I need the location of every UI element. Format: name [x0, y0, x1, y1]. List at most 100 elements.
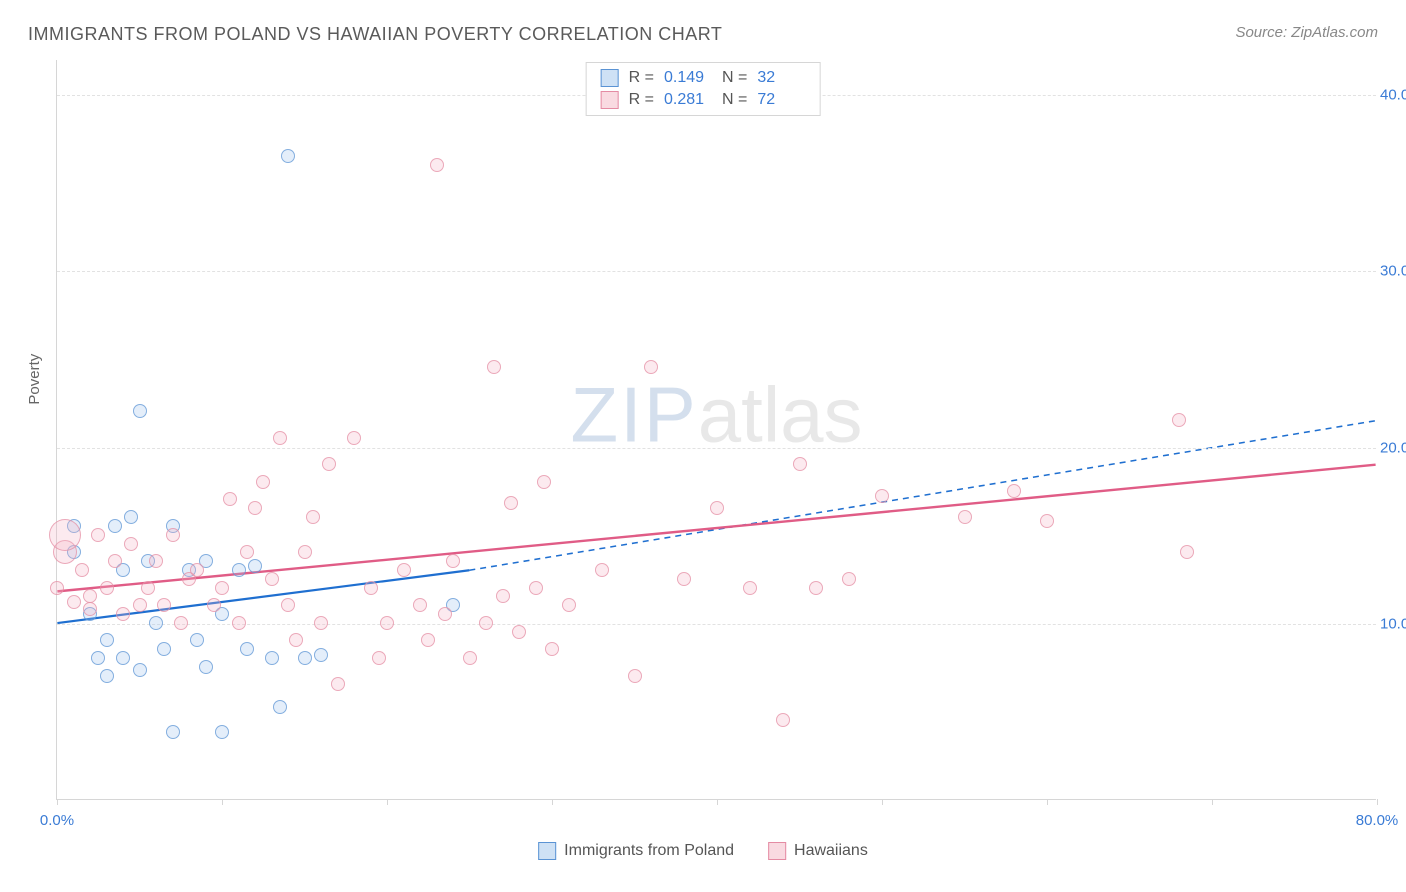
watermark-light: atlas: [698, 370, 863, 458]
r-value-poland: 0.149: [664, 69, 712, 87]
y-axis-title: Poverty: [26, 354, 43, 405]
x-tick: [222, 799, 223, 805]
swatch-hawaiians: [768, 842, 786, 860]
stats-row-poland: R =0.149N =32: [587, 67, 820, 89]
gridline: [57, 624, 1376, 625]
data-point-hawaiians: [743, 581, 757, 595]
r-label: R =: [629, 69, 654, 87]
legend-label-hawaiians: Hawaiians: [794, 842, 868, 860]
swatch-poland: [601, 69, 619, 87]
data-point-hawaiians: [314, 616, 328, 630]
data-point-hawaiians: [75, 563, 89, 577]
data-point-hawaiians: [166, 528, 180, 542]
data-point-hawaiians: [1040, 514, 1054, 528]
data-point-hawaiians: [232, 616, 246, 630]
data-point-hawaiians: [248, 501, 262, 515]
data-point-hawaiians: [380, 616, 394, 630]
data-point-hawaiians: [108, 554, 122, 568]
data-point-poland: [157, 642, 171, 656]
data-point-hawaiians: [875, 489, 889, 503]
data-point-hawaiians: [644, 360, 658, 374]
y-tick-label: 10.0%: [1380, 615, 1406, 632]
data-point-hawaiians: [595, 563, 609, 577]
data-point-hawaiians: [50, 581, 64, 595]
swatch-hawaiians: [601, 91, 619, 109]
data-point-poland: [265, 651, 279, 665]
data-point-hawaiians: [91, 528, 105, 542]
data-point-hawaiians: [149, 554, 163, 568]
data-point-poland: [248, 559, 262, 573]
source-label: Source: ZipAtlas.com: [1235, 24, 1378, 41]
trend-lines: [57, 60, 1376, 799]
data-point-hawaiians: [479, 616, 493, 630]
y-tick-label: 20.0%: [1380, 439, 1406, 456]
data-point-hawaiians: [529, 581, 543, 595]
x-tick-label: 80.0%: [1356, 812, 1399, 829]
data-point-poland: [91, 651, 105, 665]
x-tick: [552, 799, 553, 805]
data-point-poland: [199, 660, 213, 674]
data-point-hawaiians: [413, 598, 427, 612]
x-tick: [57, 799, 58, 805]
data-point-hawaiians: [430, 158, 444, 172]
data-point-hawaiians: [504, 496, 518, 510]
data-point-poland: [190, 633, 204, 647]
data-point-hawaiians: [958, 510, 972, 524]
data-point-hawaiians: [141, 581, 155, 595]
x-tick: [1377, 799, 1378, 805]
data-point-hawaiians: [562, 598, 576, 612]
data-point-hawaiians: [215, 581, 229, 595]
stats-row-hawaiians: R =0.281N =72: [587, 89, 820, 111]
data-point-hawaiians: [298, 545, 312, 559]
data-point-hawaiians: [223, 492, 237, 506]
data-point-hawaiians: [1180, 545, 1194, 559]
data-point-hawaiians: [256, 475, 270, 489]
data-point-hawaiians: [512, 625, 526, 639]
data-point-hawaiians: [83, 602, 97, 616]
data-point-hawaiians: [397, 563, 411, 577]
data-point-hawaiians: [438, 607, 452, 621]
data-point-poland: [149, 616, 163, 630]
r-value-hawaiians: 0.281: [664, 91, 712, 109]
y-tick-label: 30.0%: [1380, 263, 1406, 280]
data-point-poland: [108, 519, 122, 533]
data-point-hawaiians: [133, 598, 147, 612]
data-point-poland: [215, 725, 229, 739]
data-point-hawaiians: [240, 545, 254, 559]
data-point-hawaiians: [190, 563, 204, 577]
data-point-hawaiians: [364, 581, 378, 595]
data-point-hawaiians: [273, 431, 287, 445]
data-point-hawaiians: [446, 554, 460, 568]
data-point-hawaiians: [809, 581, 823, 595]
data-point-hawaiians: [306, 510, 320, 524]
watermark-bold: ZIP: [570, 370, 697, 458]
trend-line-dash-poland: [469, 421, 1375, 571]
data-point-hawaiians: [174, 616, 188, 630]
y-tick-label: 40.0%: [1380, 87, 1406, 104]
data-point-hawaiians: [67, 595, 81, 609]
data-point-hawaiians: [487, 360, 501, 374]
watermark: ZIPatlas: [570, 369, 862, 460]
data-point-hawaiians: [1007, 484, 1021, 498]
x-tick: [1047, 799, 1048, 805]
data-point-hawaiians: [463, 651, 477, 665]
r-label: R =: [629, 91, 654, 109]
data-point-hawaiians: [289, 633, 303, 647]
n-value-hawaiians: 72: [757, 91, 805, 109]
data-point-hawaiians: [545, 642, 559, 656]
data-point-hawaiians: [322, 457, 336, 471]
data-point-hawaiians: [842, 572, 856, 586]
data-point-hawaiians: [49, 519, 81, 551]
data-point-hawaiians: [265, 572, 279, 586]
data-point-hawaiians: [496, 589, 510, 603]
data-point-poland: [133, 404, 147, 418]
chart-title: IMMIGRANTS FROM POLAND VS HAWAIIAN POVER…: [28, 24, 722, 45]
data-point-hawaiians: [116, 607, 130, 621]
data-point-poland: [133, 663, 147, 677]
data-point-poland: [116, 651, 130, 665]
chart-plot-area: ZIPatlas 10.0%20.0%30.0%40.0%0.0%80.0%: [56, 60, 1376, 800]
data-point-hawaiians: [421, 633, 435, 647]
data-point-hawaiians: [331, 677, 345, 691]
data-point-poland: [232, 563, 246, 577]
data-point-hawaiians: [776, 713, 790, 727]
